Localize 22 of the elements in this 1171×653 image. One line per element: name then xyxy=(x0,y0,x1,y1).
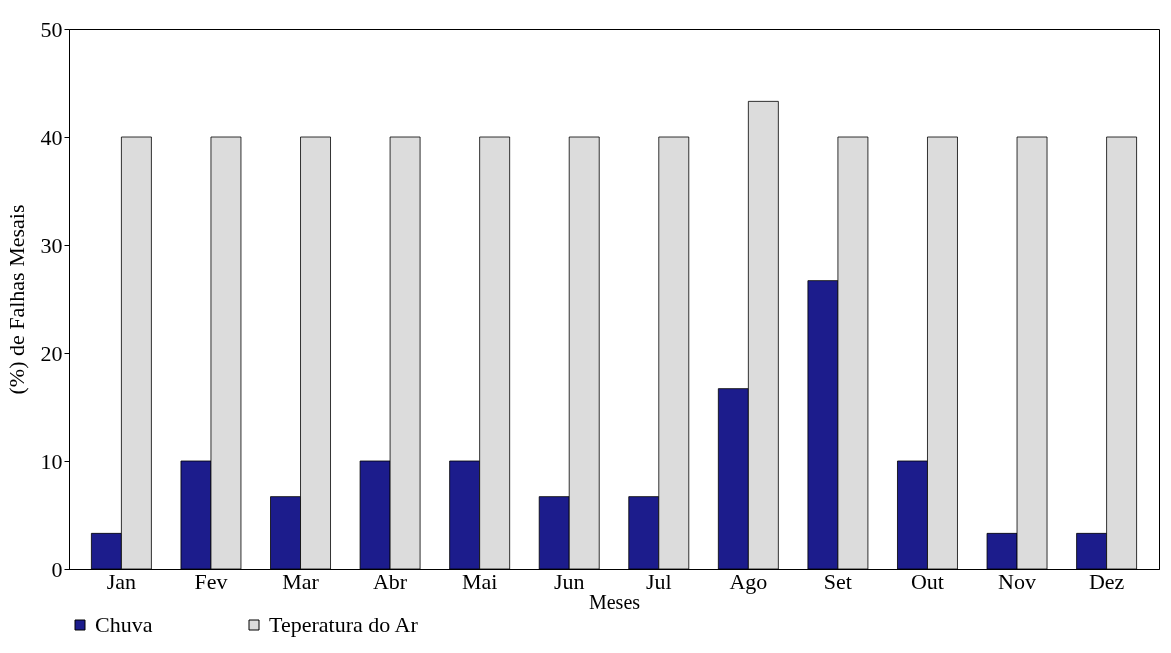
x-tick-label: Out xyxy=(910,568,944,594)
x-tick-label: Fev xyxy=(194,568,228,594)
y-tick-label: 0 xyxy=(51,556,63,582)
x-tick-label: Mai xyxy=(461,568,498,594)
x-tick-label: Jan xyxy=(106,568,137,594)
y-tick-label: 50 xyxy=(40,16,63,42)
x-tick-label: Ago xyxy=(729,568,768,594)
legend-label: Teperatura do Ar xyxy=(269,612,419,637)
y-tick-label: 40 xyxy=(40,124,63,150)
legend-label: Chuva xyxy=(95,612,153,637)
x-tick-label: Mar xyxy=(282,568,320,594)
y-tick-label: 10 xyxy=(40,448,63,474)
y-tick-label: 20 xyxy=(40,340,63,366)
y-axis-title: (%) de Falhas Mesais xyxy=(3,204,29,395)
x-tick-label: Dez xyxy=(1088,568,1125,594)
x-tick-label: Abr xyxy=(372,568,408,594)
x-axis-title: Meses xyxy=(588,590,641,613)
x-tick-label: Nov xyxy=(998,568,1036,594)
x-tick-label: Jun xyxy=(553,568,585,594)
y-tick-label: 30 xyxy=(40,232,63,258)
x-tick-label: Set xyxy=(823,568,852,594)
x-tick-label: Jul xyxy=(645,568,672,594)
